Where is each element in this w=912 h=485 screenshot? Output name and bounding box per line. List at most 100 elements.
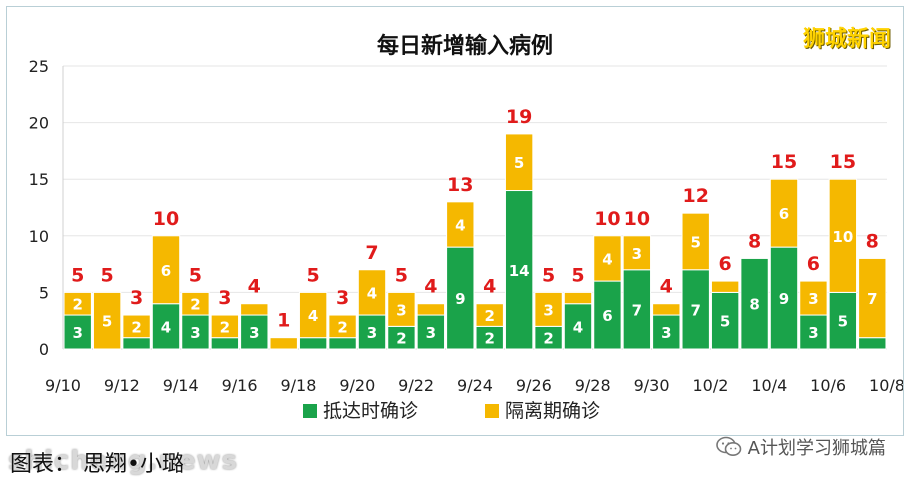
bar-quarantine (858, 257, 887, 339)
bar-arrival (799, 314, 828, 350)
bar-arrival-label: 2 (396, 330, 406, 348)
bar-arrival-label: 14 (509, 262, 530, 280)
bar-quarantine (828, 178, 858, 293)
y-tick-label: 20 (29, 114, 49, 133)
legend-label-quarantine: 隔离期确诊 (505, 400, 600, 422)
bar-arrival-label: 4 (573, 318, 583, 336)
bar-quarantine-label: 7 (867, 290, 877, 308)
bar-arrival-label: 3 (367, 324, 377, 342)
bar-quarantine (63, 291, 92, 316)
bar-quarantine-label: 2 (72, 296, 82, 314)
x-tick-label: 9/26 (516, 376, 552, 395)
bar-total-label: 12 (682, 185, 708, 207)
bar-quarantine-label: 4 (308, 307, 318, 325)
bar-arrival (740, 257, 769, 350)
bar-arrival (328, 337, 357, 350)
bar-arrival (298, 337, 328, 350)
x-tick-label: 10/4 (751, 376, 787, 395)
bar-quarantine-label: 4 (602, 250, 612, 268)
bar-arrival (652, 314, 681, 350)
bar-quarantine (298, 291, 328, 339)
x-tick-label: 9/20 (339, 376, 375, 395)
x-tick-label: 9/22 (398, 376, 434, 395)
legend-swatch-quarantine (485, 404, 499, 418)
bar-total-label: 5 (395, 264, 408, 286)
bar-arrival-label: 2 (484, 330, 494, 348)
bar-quarantine (563, 291, 593, 305)
bar-quarantine (769, 178, 799, 248)
y-tick-label: 25 (29, 57, 49, 76)
bar-arrival-label: 7 (690, 301, 700, 319)
bar-total-label: 6 (719, 253, 732, 275)
bar-quarantine-label: 3 (396, 301, 406, 319)
x-tick-label: 10/6 (810, 376, 846, 395)
bar-total-label: 7 (365, 242, 378, 264)
bar-quarantine (416, 303, 446, 316)
bar-quarantine-label: 2 (337, 318, 347, 336)
bar-quarantine (387, 291, 416, 327)
bar-quarantine-label: 3 (808, 290, 818, 308)
bar-quarantine-label: 2 (484, 307, 494, 325)
bar-total-label: 15 (830, 151, 856, 173)
bar-quarantine-label: 3 (632, 245, 642, 263)
bar-arrival (504, 190, 534, 350)
bar-total-label: 13 (447, 174, 473, 196)
y-tick-label: 0 (39, 340, 49, 359)
bar-quarantine (357, 269, 387, 316)
x-tick-label: 9/24 (457, 376, 493, 395)
bar-total-label: 5 (571, 264, 584, 286)
bar-quarantine (122, 314, 151, 339)
bar-arrival (858, 337, 887, 350)
bar-quarantine (681, 212, 710, 271)
x-tick-label: 9/14 (163, 376, 199, 395)
bar-quarantine-label: 4 (455, 216, 465, 234)
bar-quarantine-label: 6 (779, 205, 789, 223)
bar-arrival (416, 314, 446, 350)
bar-total-label: 8 (748, 230, 761, 252)
bar-arrival (828, 291, 858, 350)
bar-arrival (593, 280, 622, 350)
bar-arrival-label: 9 (779, 290, 789, 308)
bar-quarantine (622, 235, 652, 271)
bar-arrival (151, 303, 181, 350)
chart-title: 每日新增输入病例 (377, 33, 553, 59)
bar-arrival-label: 5 (720, 313, 730, 331)
wechat-account[interactable]: A计划学习狮城篇 (715, 434, 886, 460)
bar-arrival (622, 269, 652, 350)
y-tick-label: 15 (29, 170, 49, 189)
bar-arrival (769, 246, 799, 350)
bar-total-label: 3 (130, 287, 143, 309)
site-watermark: shicheng.news (8, 446, 239, 476)
wechat-icon (715, 436, 741, 456)
bar-quarantine (710, 280, 740, 293)
legend-label-arrival: 抵达时确诊 (323, 400, 418, 422)
bar-total-label: 5 (101, 264, 114, 286)
bar-arrival-label: 3 (808, 324, 818, 342)
bar-total-label: 4 (424, 276, 437, 298)
chart-caption: 图表： 思翔•小璐 (10, 452, 184, 477)
bar-quarantine (799, 280, 828, 316)
bar-quarantine (652, 303, 681, 316)
bar-total-label: 8 (866, 230, 879, 252)
bar-arrival-label: 3 (249, 324, 259, 342)
bar-quarantine-label: 6 (161, 262, 171, 280)
bar-quarantine (446, 201, 475, 248)
legend-swatch-arrival (303, 404, 317, 418)
bar-total-label: 3 (218, 287, 231, 309)
bar-total-label: 10 (594, 208, 620, 230)
bar-total-label: 5 (189, 264, 202, 286)
bar-arrival-label: 9 (455, 290, 465, 308)
bar-total-label: 1 (277, 310, 290, 332)
x-tick-label: 9/12 (104, 376, 140, 395)
bar-arrival (210, 337, 240, 350)
bar-arrival-label: 5 (838, 313, 848, 331)
bar-arrival-label: 6 (602, 307, 612, 325)
bar-quarantine-label: 5 (102, 313, 112, 331)
x-tick-label: 9/18 (280, 376, 316, 395)
bar-arrival-label: 3 (190, 324, 200, 342)
bar-total-label: 4 (660, 276, 673, 298)
chart-frame: 每日新增输入病例 0 5 10 15 20 25 3 2 5 5 5 2 3 4 6 10 3 2 5 2 3 3 4 1 4 5 2… (6, 6, 904, 436)
bar-arrival (681, 269, 710, 350)
bar-arrival (710, 291, 740, 350)
